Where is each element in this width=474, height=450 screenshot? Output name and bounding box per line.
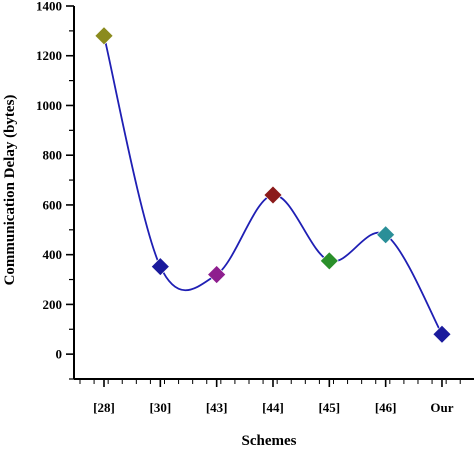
y-tick-label: 0 bbox=[56, 347, 63, 362]
axes: 0 200 400 600 800 1000 1200 1400 [28] [30] [43] [44… bbox=[36, 0, 474, 415]
data-point-marker bbox=[376, 225, 396, 245]
y-axis-title: Communication Delay (bytes) bbox=[2, 95, 18, 286]
y-tick-label: 1000 bbox=[36, 98, 62, 113]
x-tick-label: [46] bbox=[375, 400, 397, 415]
data-point-marker bbox=[263, 185, 283, 205]
data-point-marker bbox=[319, 251, 339, 271]
x-tick-label: [43] bbox=[206, 400, 228, 415]
data-point-marker bbox=[94, 26, 114, 46]
series-line bbox=[103, 35, 443, 335]
data-point-marker bbox=[207, 265, 227, 284]
x-axis-title: Schemes bbox=[242, 433, 297, 449]
y-tick-label: 1200 bbox=[36, 48, 62, 63]
x-tick-label: [44] bbox=[262, 400, 284, 415]
x-tick-label: [28] bbox=[93, 400, 115, 415]
y-tick-label: 200 bbox=[43, 297, 63, 312]
y-tick-label: 800 bbox=[43, 148, 63, 163]
y-tick-label: 600 bbox=[43, 197, 63, 212]
y-tick-label: 400 bbox=[43, 247, 63, 262]
data-point-marker bbox=[432, 324, 452, 344]
x-tick-label: [45] bbox=[318, 400, 340, 415]
data-point-marker bbox=[150, 257, 170, 277]
x-tick-label: Our bbox=[430, 400, 453, 415]
markers bbox=[94, 26, 452, 344]
y-tick-label: 1400 bbox=[36, 0, 62, 14]
x-tick-label: [30] bbox=[149, 400, 171, 415]
